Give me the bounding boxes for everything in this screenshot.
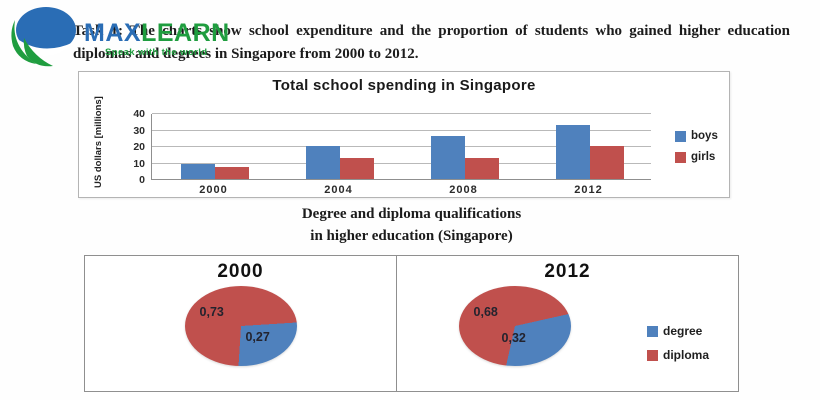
gridline-20 xyxy=(152,146,651,147)
bar-plot-area xyxy=(151,113,651,180)
xtick-2008: 2008 xyxy=(449,184,478,196)
pie-chart-2000: 0,73 0,27 xyxy=(185,286,297,366)
ytick-40: 40 xyxy=(133,108,145,120)
bar-boys-2012 xyxy=(555,124,590,179)
degree-share-label-2000: 0,27 xyxy=(245,330,270,344)
pie-legend: degree diploma xyxy=(647,324,709,362)
legend-label-degree: degree xyxy=(663,324,703,338)
legend-label-diploma: diploma xyxy=(663,348,710,362)
boys-swatch-icon xyxy=(675,130,686,142)
bar-girls-2008 xyxy=(464,157,499,179)
legend-label-boys: boys xyxy=(691,130,718,142)
pie-title-2000: 2000 xyxy=(217,261,264,282)
gridline-30 xyxy=(152,129,651,131)
maxlearn-wordmark: MAXLEARN xyxy=(84,19,230,48)
xtick-2012: 2012 xyxy=(574,184,603,196)
legend-item-girls: girls xyxy=(675,151,718,163)
pie-panel-2000: 2000 0,73 0,27 xyxy=(85,256,397,391)
bar-girls-2000 xyxy=(214,167,249,179)
degree-share-label-2012: 0,32 xyxy=(501,330,526,345)
x-axis-labels: 2000 2004 2008 2012 xyxy=(151,184,651,198)
xtick-2000: 2000 xyxy=(199,184,228,196)
diploma-swatch-icon xyxy=(647,349,658,361)
pie-heading-line1: Degree and diploma qualifications xyxy=(301,206,522,222)
degree-swatch-icon xyxy=(647,325,658,337)
pie-title-2012: 2012 xyxy=(544,261,591,282)
pie-chart-2012: 0,68 0,32 xyxy=(459,286,571,366)
bar-girls-2012 xyxy=(589,146,624,179)
legend-label-girls: girls xyxy=(691,151,716,163)
ytick-10: 10 xyxy=(133,157,145,170)
ytick-30: 30 xyxy=(133,124,145,137)
legend-item-diploma: diploma xyxy=(647,348,709,362)
ytick-0: 0 xyxy=(139,174,145,186)
brand-max: MAX xyxy=(84,19,142,47)
diploma-share-label-2012: 0,68 xyxy=(473,305,498,320)
y-axis-label: US dollars [millions] xyxy=(93,96,104,188)
brand-tagline: Speak with the world xyxy=(105,47,208,58)
diploma-share-label-2000: 0,73 xyxy=(199,305,224,320)
gridline-40 xyxy=(152,113,651,114)
maxlearn-globe-icon xyxy=(11,7,76,67)
legend-item-boys: boys xyxy=(675,130,718,142)
girls-swatch-icon xyxy=(675,151,686,163)
bar-chart-panel: Total school spending in Singapore US do… xyxy=(78,71,730,198)
bar-girls-2004 xyxy=(339,157,374,179)
task-prompt: Task 1: The charts show school expenditu… xyxy=(73,23,790,62)
bar-chart-title: Total school spending in Singapore xyxy=(272,77,536,94)
brand-learn: LEARN xyxy=(141,19,230,47)
bar-boys-2004 xyxy=(305,146,340,179)
bar-boys-2008 xyxy=(430,136,465,179)
pie-heading-line2: in higher education (Singapore) xyxy=(310,228,513,244)
y-axis-ticks: 0 10 20 30 40 xyxy=(113,108,147,186)
bar-boys-2000 xyxy=(180,164,215,179)
pie-panels: 2000 0,73 0,27 2012 0,68 0,32 degree dip… xyxy=(84,255,739,392)
ytick-20: 20 xyxy=(133,141,145,153)
xtick-2004: 2004 xyxy=(324,184,353,196)
gridline-10 xyxy=(152,162,651,164)
legend-item-degree: degree xyxy=(647,324,709,338)
pie-panel-2012: 2012 0,68 0,32 degree diploma xyxy=(397,256,738,391)
pie-section-heading: Degree and diploma qualifications in hig… xyxy=(84,206,739,245)
bar-legend: boys girls xyxy=(675,130,718,163)
